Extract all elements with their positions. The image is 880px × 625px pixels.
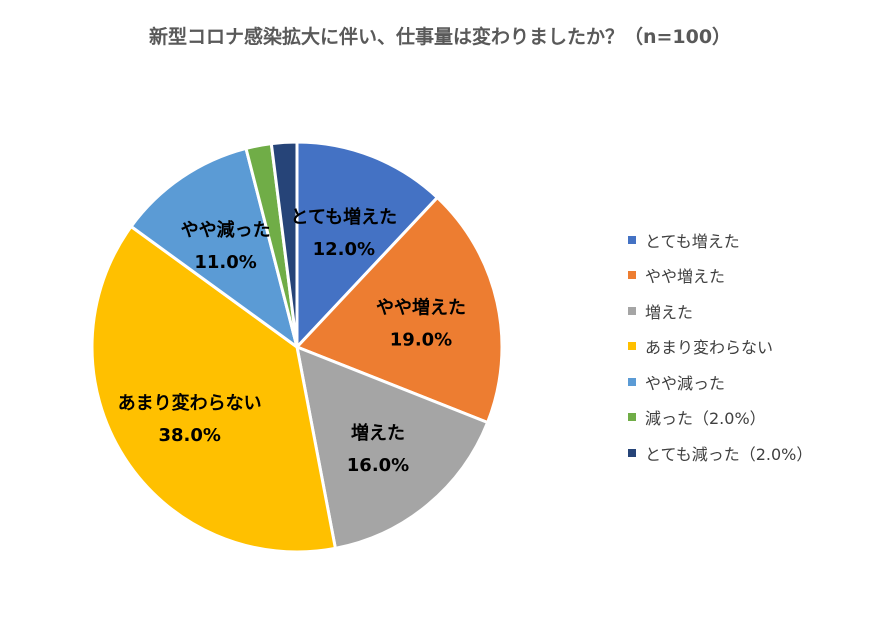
slice-value-label-3: 38.0% <box>158 425 220 446</box>
legend-item-4: やや減った <box>628 364 812 400</box>
legend-label-6: とても減った（2.0%） <box>645 444 813 464</box>
pie-data-labels: とても増えた 12.0% やや増えた 19.0% 増えた 16.0% あまり変わらない 38.… <box>118 206 466 476</box>
slice-name-label-0: とても増えた <box>291 206 398 228</box>
legend-swatch-4 <box>628 377 636 386</box>
pie-slice-0 <box>295 140 439 349</box>
slice-value-label-1: 19.0% <box>390 329 452 350</box>
pie-slice-2 <box>295 345 490 550</box>
slice-value-label-0: 12.0% <box>313 239 375 260</box>
legend-swatch-2 <box>628 306 636 315</box>
legend-swatch-0 <box>628 235 636 244</box>
chart-title: 新型コロナ感染拡大に伴い、仕事量は変わりましたか？（n=100） <box>148 26 732 48</box>
legend-label-0: とても増えた <box>645 231 740 251</box>
slice-value-label-2: 16.0% <box>347 455 409 476</box>
pie-slice-4 <box>129 146 299 349</box>
legend: とても増えた やや増えた増えたあまり変わらない やや減った減った（2.0%） とても減… <box>628 222 812 471</box>
legend-item-5: 減った（2.0%） <box>628 400 812 436</box>
pie-slice-6 <box>269 140 299 349</box>
slice-name-label-1: やや増えた <box>376 296 466 318</box>
legend-item-0: とても増えた <box>628 222 812 258</box>
legend-label-1: やや増えた <box>645 267 726 287</box>
legend-item-6: とても減った（2.0%） <box>628 435 812 471</box>
legend-label-2: 増えた <box>645 302 694 322</box>
slice-name-label-2: 増えた <box>351 422 405 444</box>
slice-name-label-4: やや減った <box>181 219 271 241</box>
legend-swatch-3 <box>628 342 636 351</box>
slice-name-label-3: あまり変わらない <box>118 392 262 414</box>
legend-item-2: 増えた <box>628 293 812 329</box>
legend-swatch-1 <box>628 271 636 280</box>
legend-item-1: やや増えた <box>628 258 812 294</box>
pie-slice-3 <box>90 225 337 554</box>
legend-swatch-5 <box>628 413 636 422</box>
legend-label-4: やや減った <box>645 373 726 393</box>
slice-value-label-4: 11.0% <box>194 252 256 273</box>
pie-slices <box>90 140 504 554</box>
legend-label-5: 減った（2.0%） <box>645 409 766 429</box>
legend-swatch-6 <box>628 448 636 457</box>
legend-item-3: あまり変わらない <box>628 329 812 365</box>
legend-label-3: あまり変わらない <box>645 338 774 358</box>
